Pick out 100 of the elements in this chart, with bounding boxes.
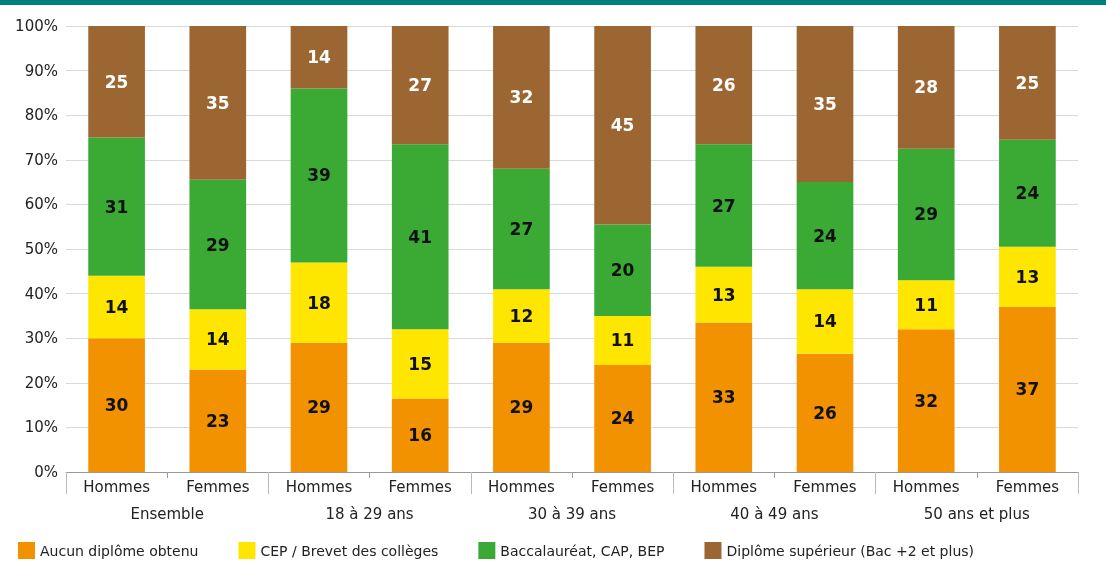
bar [189, 26, 247, 180]
bar [290, 262, 348, 343]
bar [594, 364, 651, 472]
text: 30 à 39 ans [527, 504, 617, 523]
bar [695, 26, 753, 145]
data-label: 29 [307, 397, 331, 418]
bar [88, 275, 145, 339]
bar [391, 398, 449, 472]
bar [897, 148, 955, 281]
data-label: 37 [1015, 379, 1040, 400]
bar [594, 26, 651, 225]
data-label: 18 [307, 292, 331, 313]
data-label: 35 [813, 94, 837, 115]
y-tick-label: 100% [15, 17, 58, 35]
data-label: 24 [813, 225, 837, 246]
data-label: 24 [610, 408, 635, 429]
data-label: 20 [610, 260, 635, 281]
bar [999, 26, 1056, 140]
x-tick-label: Femmes [995, 477, 1060, 496]
data-label: 26 [813, 402, 837, 423]
x-tick-label: Femmes [388, 477, 453, 496]
bar [796, 289, 854, 354]
bar [189, 179, 247, 310]
data-label: 39 [307, 165, 331, 186]
bar [897, 329, 955, 472]
bar [594, 315, 651, 365]
data-label: 13 [1015, 266, 1040, 287]
data-label: 14 [104, 296, 129, 317]
text: 18 à 29 ans [325, 504, 414, 523]
y-tick-label: 0% [34, 463, 58, 481]
x-tick-label: Hommes [690, 477, 758, 496]
x-tick-label: Hommes [285, 477, 353, 496]
bar [391, 144, 449, 330]
bar [290, 342, 348, 472]
bar [796, 182, 854, 290]
y-tick-label: 40% [24, 284, 58, 303]
legend-label: Diplôme supérieur (Bac +2 et plus) [726, 542, 975, 559]
bar [695, 266, 753, 323]
y-tick-label: 80% [24, 106, 58, 125]
bar [796, 353, 854, 472]
data-label: 12 [509, 305, 534, 326]
x-tick-label: Hommes [83, 477, 151, 496]
bar [999, 306, 1056, 472]
bar [493, 342, 550, 472]
data-label: 32 [509, 87, 534, 108]
data-label: 32 [914, 390, 939, 411]
bar [88, 137, 145, 276]
data-label: 14 [813, 311, 837, 332]
data-label: 29 [914, 204, 939, 225]
x-tick-label: Femmes [590, 477, 655, 496]
data-label: 27 [711, 195, 736, 216]
bar [695, 322, 753, 472]
text: 40 à 49 ans [730, 504, 819, 523]
data-label: 35 [205, 92, 230, 113]
y-tick-label: 10% [24, 418, 58, 437]
data-label: 27 [509, 218, 534, 239]
data-label: 23 [205, 410, 230, 431]
x-tick-label: Femmes [793, 477, 857, 496]
data-label: 13 [711, 284, 736, 305]
bar [189, 309, 247, 370]
bar [391, 329, 449, 399]
data-label: 25 [104, 71, 129, 92]
bar [594, 224, 651, 316]
data-label: 45 [610, 115, 635, 136]
bar [493, 168, 550, 290]
data-label: 26 [711, 75, 736, 96]
data-label: 11 [610, 330, 635, 351]
bar [189, 369, 247, 472]
bar [695, 144, 753, 267]
y-tick-label: 70% [24, 150, 58, 169]
legend-label: Baccalauréat, CAP, BEP [500, 542, 665, 559]
bar [493, 26, 550, 169]
data-label: 41 [408, 226, 433, 247]
data-label: 25 [1015, 72, 1040, 93]
bar [88, 26, 145, 138]
bar [493, 289, 550, 343]
y-tick-label: 60% [24, 195, 58, 214]
data-label: 31 [104, 196, 129, 217]
data-label: 15 [408, 353, 433, 374]
bar [999, 139, 1056, 247]
y-tick-label: 30% [24, 329, 58, 348]
x-tick-label: Hommes [892, 477, 960, 496]
y-tick-label: 50% [24, 240, 58, 258]
data-label: 14 [307, 47, 331, 68]
data-label: 33 [711, 387, 736, 408]
bar [796, 26, 854, 183]
x-tick-label: Femmes [186, 477, 250, 496]
data-label: 28 [914, 77, 939, 98]
text: Ensemble [130, 504, 204, 523]
y-tick-label: 20% [24, 373, 58, 392]
data-label: 29 [509, 397, 534, 418]
y-tick-label: 90% [24, 61, 58, 80]
legend-label: CEP / Brevet des collèges [260, 542, 439, 559]
bar [897, 280, 955, 330]
data-label: 27 [408, 75, 433, 96]
legend-label: Aucun diplôme obtenu [40, 542, 199, 559]
bar [999, 246, 1056, 307]
data-label: 11 [914, 294, 939, 315]
data-label: 24 [1015, 183, 1040, 204]
data-label: 14 [205, 329, 230, 350]
